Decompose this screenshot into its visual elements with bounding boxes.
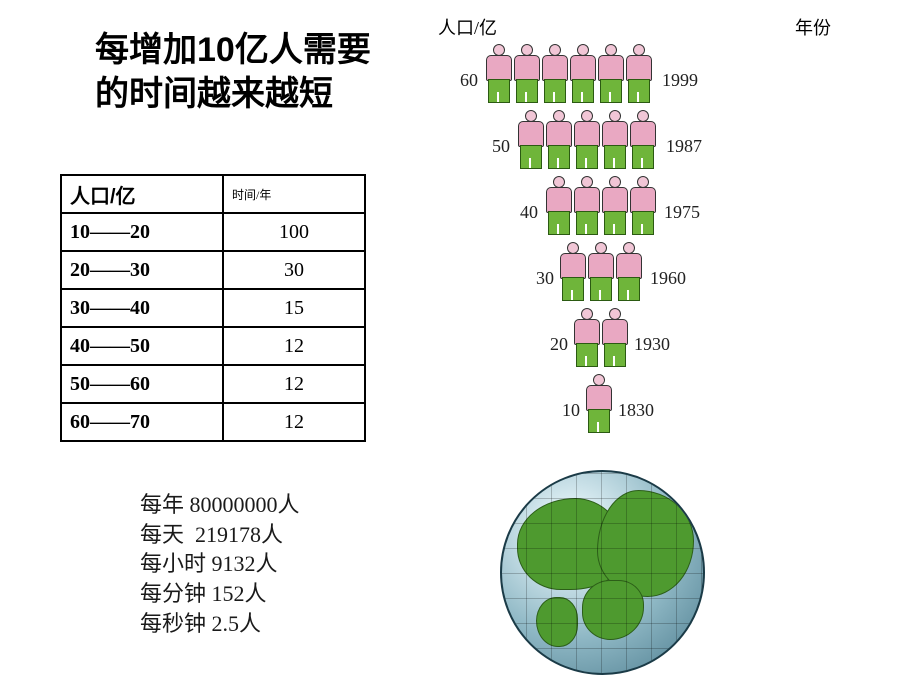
person-icon [586,374,610,432]
population-time-table: 人口/亿 时间/年 10——20100 20——3030 30——4015 40… [60,174,366,442]
table-row: 60——7012 [61,403,365,441]
title-line-2: 的时间越来越短 [95,75,333,113]
table-row: 10——20100 [61,213,365,251]
th-time: 时间/年 [223,175,365,213]
person-icon [602,308,626,366]
title-line-1: 每增加10亿人需要 [95,31,371,69]
page-title: 每增加10亿人需要 的时间越来越短 [95,28,445,116]
table-header-row: 人口/亿 时间/年 [61,175,365,213]
person-icon [602,110,626,168]
stat-per-day: 每天 219178人 [140,520,300,550]
pictograph-figures [486,44,650,102]
pictograph-row: 20 1930 [430,304,890,370]
globe-grid [502,472,703,673]
table-row: 30——4015 [61,289,365,327]
pictograph-value: 60 [460,70,478,91]
cell-years: 30 [223,251,365,289]
pictograph-year: 1960 [650,268,686,289]
cell-range: 30——40 [61,289,223,327]
stat-per-min: 每分钟 152人 [140,579,300,609]
pictograph-year: 1987 [666,136,702,157]
person-icon [514,44,538,102]
person-icon [574,308,598,366]
pictograph-value: 30 [536,268,554,289]
cell-range: 20——30 [61,251,223,289]
pictograph-row: 10 1830 [430,370,890,436]
person-icon [574,176,598,234]
globe-icon [500,470,705,675]
cell-range: 10——20 [61,213,223,251]
person-icon [630,176,654,234]
cell-range: 60——70 [61,403,223,441]
stat-per-year: 每年 80000000人 [140,490,300,520]
pictograph-year: 1999 [662,70,698,91]
stat-per-sec: 每秒钟 2.5人 [140,609,300,639]
pictograph-figures [560,242,640,300]
table-row: 40——5012 [61,327,365,365]
pictograph-row: 30 1960 [430,238,890,304]
table-row: 50——6012 [61,365,365,403]
cell-years: 12 [223,403,365,441]
person-icon [518,110,542,168]
pictograph-value: 50 [492,136,510,157]
person-icon [630,110,654,168]
pictograph-figures [518,110,654,168]
person-icon [570,44,594,102]
person-icon [486,44,510,102]
pictograph-row: 50 1987 [430,106,890,172]
table-row: 20——3030 [61,251,365,289]
person-icon [542,44,566,102]
th-population: 人口/亿 [61,175,223,213]
pictograph-year: 1930 [634,334,670,355]
person-icon [546,110,570,168]
globe-water [500,470,705,675]
growth-stats: 每年 80000000人 每天 219178人 每小时 9132人 每分钟 15… [140,490,300,638]
pictograph-value: 20 [550,334,568,355]
population-pictograph: 60 1999 50 1987 40 1975 30 1960 20 1930 10 1830 [430,30,890,490]
cell-range: 40——50 [61,327,223,365]
cell-years: 12 [223,327,365,365]
person-icon [546,176,570,234]
pictograph-row: 60 1999 [430,40,890,106]
pictograph-figures [546,176,654,234]
pictograph-value: 40 [520,202,538,223]
pictograph-year: 1975 [664,202,700,223]
person-icon [598,44,622,102]
cell-years: 100 [223,213,365,251]
pictograph-row: 40 1975 [430,172,890,238]
person-icon [574,110,598,168]
person-icon [626,44,650,102]
person-icon [588,242,612,300]
stat-per-hour: 每小时 9132人 [140,549,300,579]
person-icon [560,242,584,300]
person-icon [616,242,640,300]
pictograph-value: 10 [562,400,580,421]
cell-range: 50——60 [61,365,223,403]
pictograph-year: 1830 [618,400,654,421]
person-icon [602,176,626,234]
cell-years: 15 [223,289,365,327]
cell-years: 12 [223,365,365,403]
pictograph-figures [586,374,610,432]
pictograph-figures [574,308,626,366]
